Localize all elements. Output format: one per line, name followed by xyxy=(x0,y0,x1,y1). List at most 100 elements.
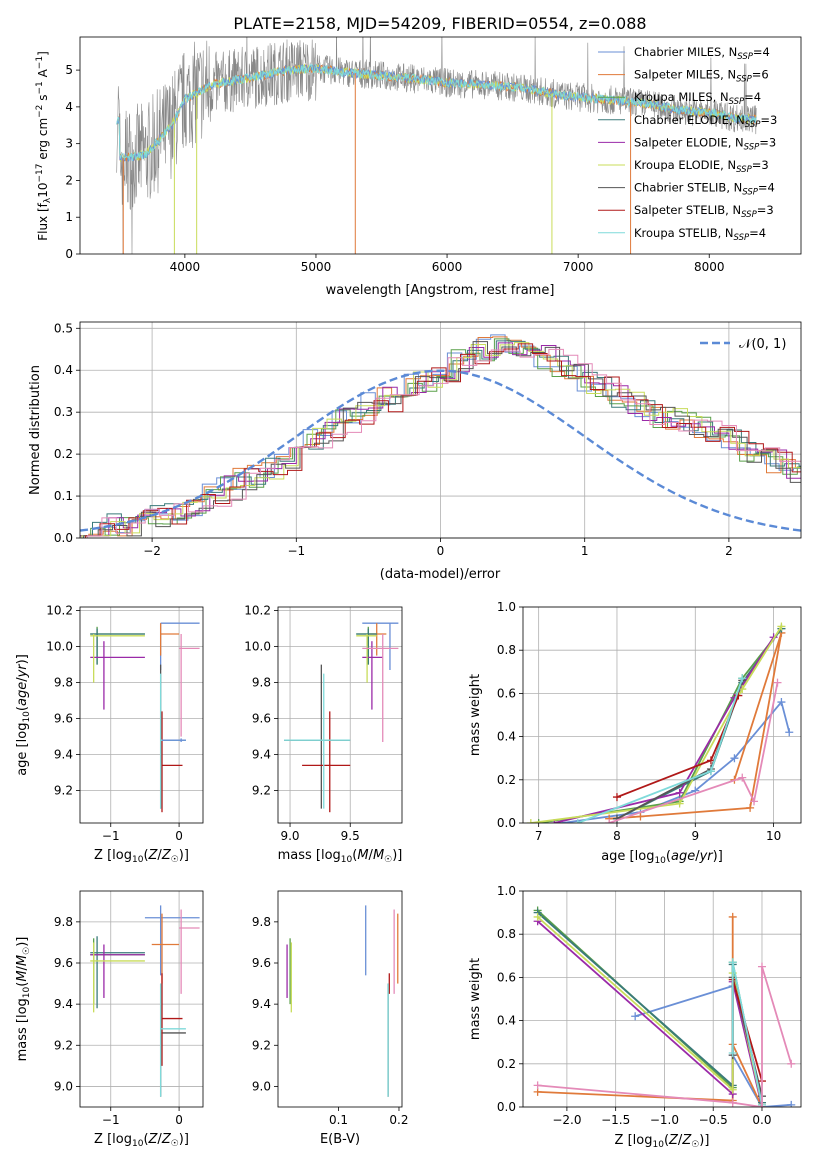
errorbar-area xyxy=(286,905,399,1097)
weight-point xyxy=(533,1081,542,1090)
weight-point xyxy=(787,1059,796,1068)
age-vs-z-panel: −1 0 9.2 9.4 9.6 9.8 10.0 10.2 Z [log10(Z/Z☉)] ag… xyxy=(15,604,204,865)
weight-series-line xyxy=(536,909,763,1107)
x-tick-label: 0 xyxy=(437,544,445,558)
y-tick-label: 0 xyxy=(65,247,73,261)
histogram-series xyxy=(85,343,801,538)
y-tick-label: 0.0 xyxy=(497,1100,516,1114)
weight-point xyxy=(757,1103,766,1107)
legend-entry: Salpeter MILES, NSSP=6 xyxy=(634,68,769,85)
y-tick-label: 0.8 xyxy=(497,927,516,941)
weight-series-line xyxy=(537,966,793,1107)
x-axis-label: age [log10(age/yr)] xyxy=(601,849,723,866)
x-axis-label: mass [log10(M/M☉)] xyxy=(278,848,403,865)
y-axis-label: Normed distribution xyxy=(28,365,43,495)
x-axis-label: E(B-V) xyxy=(320,1132,360,1147)
x-tick-label: 0 xyxy=(175,829,183,843)
x-axis-label: Z [log10(Z/Z☉)] xyxy=(94,1132,189,1149)
y-axis-label: mass weight xyxy=(468,674,483,756)
errorbar-area xyxy=(284,622,399,813)
y-tick-label: 1.0 xyxy=(497,600,516,614)
axes-frame xyxy=(79,890,204,1108)
mass-vs-ebv-panel: 0.1 0.2 9.0 9.2 9.4 9.6 9.8 E(B-V) xyxy=(252,890,409,1147)
y-tick-label: 9.6 xyxy=(54,956,73,970)
legend: Chabrier MILES, NSSP=4 Salpeter MILES, NS… xyxy=(598,45,777,243)
weight-point xyxy=(785,728,794,737)
y-tick-label: 9.6 xyxy=(54,712,73,726)
y-tick-label: 9.4 xyxy=(252,997,271,1011)
weight-vs-age-panel: 7 8 9 10 0.0 0.2 0.4 0.6 0.8 1.0 age [log10(age/yr… xyxy=(468,600,802,866)
y-tick-label: 1.0 xyxy=(497,884,516,898)
y-tick-label: 0.3 xyxy=(54,405,73,419)
y-axis-label: mass weight xyxy=(468,958,483,1040)
weight-point xyxy=(533,912,542,921)
y-tick-label: 10.2 xyxy=(46,604,73,618)
weight-point xyxy=(706,756,715,765)
y-tick-label: 0.6 xyxy=(497,686,516,700)
y-tick-label: 0.2 xyxy=(497,1057,516,1071)
histogram-series xyxy=(80,340,801,537)
weight-point xyxy=(631,1012,640,1021)
weight-series-line xyxy=(577,678,744,823)
spectrum-model-line xyxy=(116,63,757,162)
y-axis-label: Flux [fλ10−17 erg cm−2 s−1 A−1] xyxy=(35,51,53,241)
x-tick-label: −2.0 xyxy=(552,1113,581,1127)
weight-area xyxy=(533,906,796,1107)
weight-point xyxy=(738,773,747,782)
x-tick-label: 6000 xyxy=(432,260,463,274)
legend-entry: Kroupa ELODIE, NSSP=3 xyxy=(634,158,769,175)
weight-point xyxy=(728,1049,737,1057)
y-tick-label: 9.8 xyxy=(54,915,73,929)
y-tick-label: 0.2 xyxy=(54,447,73,461)
y-tick-label: 9.8 xyxy=(252,915,271,929)
axes-frame xyxy=(522,606,802,824)
y-tick-label: 9.2 xyxy=(252,1038,271,1052)
y-tick-label: 4 xyxy=(65,100,73,114)
y-tick-label: 9.4 xyxy=(252,748,271,762)
y-tick-label: 9.4 xyxy=(54,748,73,762)
axes-frame xyxy=(522,890,802,1108)
y-tick-label: 9.0 xyxy=(54,1079,73,1093)
weight-vs-z-panel: −2.0 −1.5 −1.0 −0.5 0.0 0.0 0.2 0.4 0.6 0.8 1.0 Z [… xyxy=(468,884,802,1150)
y-tick-label: 0.1 xyxy=(54,489,73,503)
legend-entry: Chabrier MILES, NSSP=4 xyxy=(634,45,770,62)
weight-area xyxy=(526,622,794,823)
weight-point xyxy=(787,1100,796,1107)
weight-series-line xyxy=(530,625,783,823)
x-tick-label: −1 xyxy=(102,829,120,843)
legend-entry: 𝒩(0, 1) xyxy=(739,337,786,352)
y-tick-label: 9.0 xyxy=(252,1079,271,1093)
y-tick-label: 0.6 xyxy=(497,970,516,984)
x-tick-label: 9 xyxy=(691,829,699,843)
y-tick-label: 10.2 xyxy=(244,604,271,618)
legend-entry: Kroupa STELIB, NSSP=4 xyxy=(634,226,766,243)
weight-point xyxy=(728,958,737,967)
weight-point xyxy=(728,1098,737,1107)
y-tick-label: 0.0 xyxy=(497,816,516,830)
y-tick-label: 0.4 xyxy=(54,363,73,377)
histogram-series xyxy=(80,336,801,537)
x-tick-label: 0 xyxy=(175,1113,183,1127)
y-tick-label: 0.8 xyxy=(497,643,516,657)
histogram-series xyxy=(83,341,801,538)
axes-frame xyxy=(79,36,802,255)
histogram-area xyxy=(80,334,801,538)
y-tick-label: 0.0 xyxy=(54,531,73,545)
x-tick-label: −0.5 xyxy=(699,1113,728,1127)
weight-point xyxy=(675,788,684,797)
x-tick-label: 0.0 xyxy=(752,1113,771,1127)
axes-frame xyxy=(277,890,403,1108)
weight-point xyxy=(573,819,582,823)
y-tick-label: 9.4 xyxy=(54,997,73,1011)
x-tick-label: 7 xyxy=(535,829,543,843)
legend-entry: Kroupa MILES, NSSP=4 xyxy=(634,90,761,107)
spectrum-panel: 4000 5000 6000 7000 8000 0 1 2 3 4 5 wavelength [An… xyxy=(35,36,802,298)
mass-vs-z-panel: −1 0 9.0 9.2 9.4 9.6 9.8 Z [log10(Z/Z☉)] mass [l… xyxy=(15,890,204,1149)
residuals-panel: −2 −1 0 1 2 0.0 0.1 0.2 0.3 0.4 0.5 (data-model)/er… xyxy=(28,321,802,582)
y-tick-label: 10.0 xyxy=(244,640,271,654)
y-tick-label: 3 xyxy=(65,137,73,151)
x-tick-label: 9.5 xyxy=(341,829,360,843)
legend-entry: Chabrier STELIB, NSSP=4 xyxy=(634,181,775,198)
weight-point xyxy=(757,962,766,971)
